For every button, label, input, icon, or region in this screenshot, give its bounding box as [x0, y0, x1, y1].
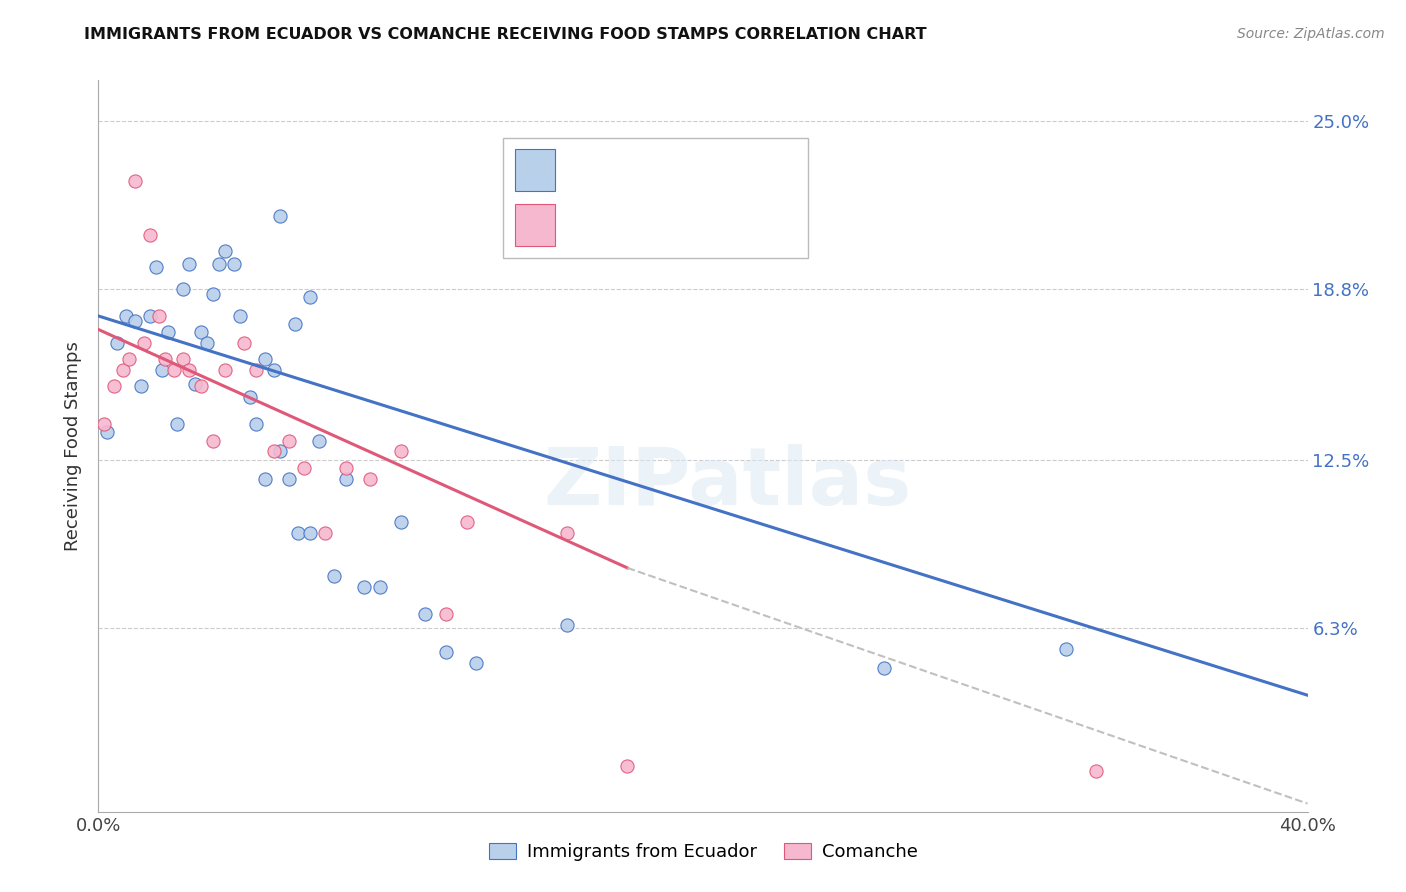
Point [129, 379, 152, 393]
Point [360, 471, 382, 485]
Point [166, 417, 188, 432]
Point [555, 525, 578, 540]
Point [456, 515, 478, 529]
Point [172, 282, 194, 296]
Point [269, 209, 291, 223]
Point [229, 309, 252, 323]
Point [308, 434, 330, 448]
Point [195, 336, 218, 351]
Point [335, 471, 357, 485]
Point [434, 607, 457, 621]
Point [253, 352, 276, 367]
Point [323, 569, 346, 583]
Point [314, 525, 336, 540]
Point [156, 325, 179, 339]
Point [163, 363, 186, 377]
Point [150, 363, 173, 377]
Point [190, 379, 212, 393]
Point [263, 444, 285, 458]
Point [413, 607, 436, 621]
Text: N = 29: N = 29 [695, 216, 763, 234]
Point [93, 417, 115, 432]
Point [269, 444, 291, 458]
Point [292, 460, 315, 475]
Point [616, 758, 638, 772]
Point [389, 444, 412, 458]
Point [389, 515, 412, 529]
Point [145, 260, 167, 275]
Point [105, 336, 128, 351]
Point [335, 460, 357, 475]
Point [139, 227, 162, 242]
Point [353, 580, 375, 594]
Point [239, 390, 262, 404]
Point [245, 417, 267, 432]
Point [465, 656, 488, 670]
Text: ZIPatlas: ZIPatlas [543, 443, 911, 522]
Point [124, 314, 146, 328]
Text: IMMIGRANTS FROM ECUADOR VS COMANCHE RECEIVING FOOD STAMPS CORRELATION CHART: IMMIGRANTS FROM ECUADOR VS COMANCHE RECE… [84, 27, 927, 42]
Y-axis label: Receiving Food Stamps: Receiving Food Stamps [65, 341, 83, 551]
Point [208, 258, 231, 272]
Point [277, 471, 299, 485]
Point [232, 336, 254, 351]
Point [114, 309, 136, 323]
FancyBboxPatch shape [515, 149, 554, 191]
Text: -0.458: -0.458 [600, 216, 659, 234]
Point [245, 363, 267, 377]
Point [368, 580, 391, 594]
Point [873, 661, 896, 675]
Point [139, 309, 162, 323]
Text: -0.547: -0.547 [600, 161, 659, 178]
Point [299, 290, 322, 304]
Point [1054, 642, 1077, 657]
Point [434, 645, 457, 659]
Point [253, 471, 276, 485]
Point [132, 336, 155, 351]
Point [214, 244, 236, 258]
Point [202, 434, 225, 448]
Text: R =: R = [564, 161, 600, 178]
FancyBboxPatch shape [503, 138, 808, 258]
Point [118, 352, 141, 367]
Text: R =: R = [564, 216, 600, 234]
Point [214, 363, 236, 377]
Point [555, 617, 578, 632]
Legend: Immigrants from Ecuador, Comanche: Immigrants from Ecuador, Comanche [481, 836, 925, 869]
Point [277, 434, 299, 448]
Point [287, 525, 309, 540]
Point [284, 317, 307, 331]
Point [148, 309, 170, 323]
Point [153, 352, 176, 367]
FancyBboxPatch shape [515, 204, 554, 246]
Text: Source: ZipAtlas.com: Source: ZipAtlas.com [1237, 27, 1385, 41]
Point [224, 258, 246, 272]
Text: N = 44: N = 44 [695, 161, 763, 178]
Point [263, 363, 285, 377]
Point [124, 173, 146, 187]
Point [111, 363, 134, 377]
Point [96, 425, 118, 440]
Point [190, 325, 212, 339]
Point [179, 258, 201, 272]
Point [1085, 764, 1108, 778]
Point [179, 363, 201, 377]
Point [202, 287, 225, 301]
Point [103, 379, 125, 393]
Point [299, 525, 322, 540]
Point [172, 352, 194, 367]
Point [184, 376, 207, 391]
